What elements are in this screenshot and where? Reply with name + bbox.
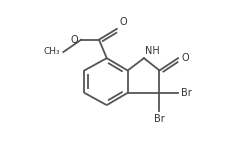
Text: O: O (182, 53, 190, 63)
Text: O: O (119, 17, 127, 27)
Text: Br: Br (154, 114, 165, 124)
Text: CH₃: CH₃ (44, 48, 60, 56)
Text: NH: NH (146, 46, 160, 56)
Text: Br: Br (181, 88, 192, 98)
Text: O: O (70, 35, 78, 45)
